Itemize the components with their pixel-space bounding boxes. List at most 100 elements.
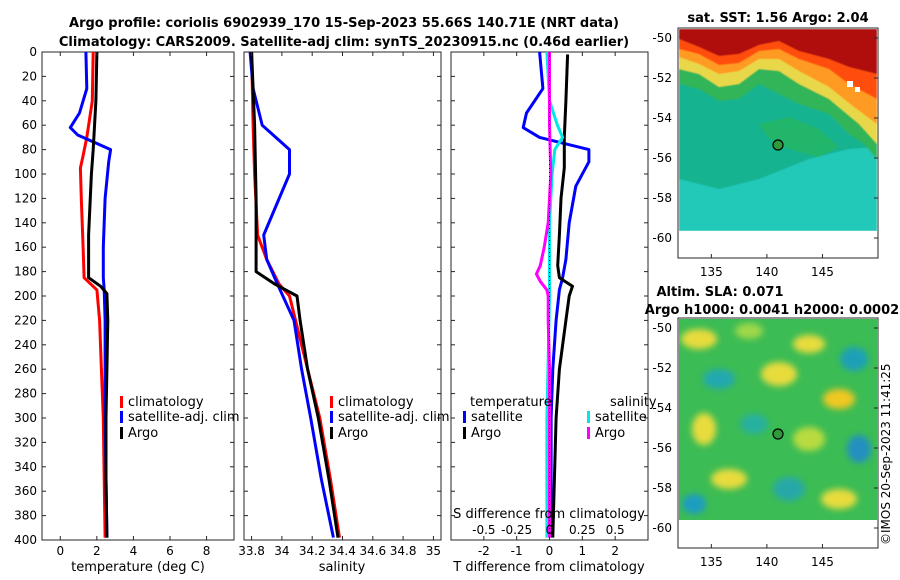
salinity-legend: climatology satellite-adj. clim Argo — [330, 395, 450, 441]
depth-tick-label: 0 — [29, 45, 37, 59]
legend-swatch-satellite — [330, 411, 333, 423]
map-x-tick-label: 135 — [700, 555, 723, 569]
depth-tick-label: 300 — [14, 411, 37, 425]
sla-high-anomaly — [793, 427, 825, 451]
sst-map — [679, 29, 877, 231]
main-title-line2: Climatology: CARS2009. Satellite-adj cli… — [59, 35, 629, 50]
x-tick-label: 0.25 — [569, 523, 596, 537]
t-difference-xlabel: T difference from climatology — [452, 560, 645, 575]
salinity-x-ticks: 33.8 34 34.2 34.4 34.6 34.8 35 — [238, 52, 441, 558]
depth-tick-label: 160 — [14, 240, 37, 254]
temperature-xlabel: temperature (deg C) — [71, 560, 205, 575]
map-x-tick-label: 145 — [811, 555, 834, 569]
sst-cold-region — [679, 147, 877, 231]
s-difference-label: S difference from climatology — [453, 507, 645, 522]
sla-x-ticks: 135 140 145 — [700, 544, 834, 569]
legend-swatch-t-argo — [463, 427, 466, 439]
legend-header-temperature: temperature — [470, 395, 552, 410]
legend-s-satellite: satellite — [595, 410, 647, 425]
legend-swatch-s-satellite — [587, 411, 590, 423]
depth-tick-label: 200 — [14, 289, 37, 303]
x-tick-label: 0.5 — [606, 523, 625, 537]
map-y-tick-label: -52 — [652, 71, 672, 85]
map-y-tick-label: -60 — [652, 231, 672, 245]
temperature-series — [68, 52, 113, 538]
depth-axis-labels: 0 20 40 60 80 100 120 140 160 180 200 220 240 260 280 3… — [14, 45, 37, 547]
x-tick-label: 2 — [93, 544, 101, 558]
x-tick-label: 2 — [611, 544, 619, 558]
legend-climatology: climatology — [128, 395, 204, 410]
map-y-tick-label: -50 — [652, 31, 672, 45]
legend-header-salinity: salinity — [610, 395, 657, 410]
series-line-argo — [250, 52, 340, 538]
depth-tick-label: 340 — [14, 460, 37, 474]
salinity-axes — [243, 51, 442, 541]
legend-swatch-argo — [120, 427, 123, 439]
x-tick-label: 4 — [130, 544, 138, 558]
depth-tick-label: 320 — [14, 435, 37, 449]
sla-y-ticks: -50 -52 -54 -56 -58 -60 — [652, 321, 878, 535]
x-tick-label: 35 — [426, 544, 441, 558]
map-y-tick-label: -56 — [652, 441, 672, 455]
sst-green-patch — [759, 117, 839, 157]
map-y-tick-label: -52 — [652, 361, 672, 375]
depth-tick-label: 180 — [14, 265, 37, 279]
x-tick-label: 33.8 — [238, 544, 265, 558]
map-x-tick-label: 140 — [755, 265, 778, 279]
sst-argo-marker — [772, 139, 784, 151]
series-line-satellite-adj-clim — [248, 52, 335, 538]
depth-tick-label: 240 — [14, 338, 37, 352]
map-y-tick-label: -58 — [652, 191, 672, 205]
map-y-tick-label: -60 — [652, 521, 672, 535]
map-x-tick-label: 135 — [700, 265, 723, 279]
depth-tick-label: 400 — [14, 533, 37, 547]
sla-high-anomaly — [711, 469, 747, 489]
legend-swatch-argo — [330, 427, 333, 439]
s-difference-ticks: -0.5 -0.25 0 0.25 0.5 — [472, 523, 625, 537]
sla-map-title: Altim. SLA: 0.071 — [657, 285, 784, 300]
sla-map-subtitle: Argo h1000: 0.0041 h2000: 0.0002 — [645, 303, 899, 318]
legend-swatch-climatology — [120, 396, 123, 408]
difference-series — [521, 52, 591, 538]
depth-tick-label: 380 — [14, 509, 37, 523]
sla-argo-marker — [772, 428, 784, 440]
sla-high-anomaly — [821, 489, 857, 509]
legend-swatch-climatology — [330, 396, 333, 408]
sst-missing-pixel — [855, 87, 860, 92]
legend-s-argo: Argo — [595, 426, 625, 441]
map-y-tick-label: -56 — [652, 151, 672, 165]
legend-argo: Argo — [128, 426, 158, 441]
temperature-legend: climatology satellite-adj. clim Argo — [120, 395, 240, 441]
depth-ticks — [42, 51, 648, 541]
depth-tick-label: 40 — [22, 94, 37, 108]
x-tick-label: 34.6 — [359, 544, 386, 558]
depth-tick-label: 80 — [22, 143, 37, 157]
legend-argo: Argo — [338, 426, 368, 441]
map-y-tick-label: -54 — [652, 111, 672, 125]
legend-t-argo: Argo — [471, 426, 501, 441]
sst-y-ticks: -50 -52 -54 -56 -58 -60 — [652, 31, 878, 245]
main-title-line1: Argo profile: coriolis 6902939_170 15-Se… — [69, 16, 619, 31]
sla-low-anomaly — [847, 435, 871, 463]
x-tick-label: 0 — [56, 544, 64, 558]
legend-satellite: satellite-adj. clim — [128, 410, 240, 425]
x-tick-label: 34 — [274, 544, 289, 558]
map-y-tick-label: -50 — [652, 321, 672, 335]
sla-low-anomaly — [740, 414, 768, 434]
x-tick-label: 8 — [203, 544, 211, 558]
depth-tick-label: 20 — [22, 69, 37, 83]
x-tick-label: 34.4 — [329, 544, 356, 558]
depth-tick-label: 280 — [14, 387, 37, 401]
sla-high-anomaly — [761, 362, 797, 386]
map-x-tick-label: 140 — [755, 555, 778, 569]
sst-x-ticks: 135 140 145 — [700, 254, 834, 279]
series-line-t-argo — [551, 54, 574, 538]
temperature-x-ticks: 0 2 4 6 8 — [56, 52, 210, 558]
depth-tick-label: 360 — [14, 484, 37, 498]
salinity-series — [248, 52, 341, 538]
x-tick-label: 0 — [546, 544, 554, 558]
map-y-tick-label: -58 — [652, 481, 672, 495]
sla-low-anomaly — [773, 477, 805, 501]
sst-missing-pixel — [847, 81, 853, 87]
